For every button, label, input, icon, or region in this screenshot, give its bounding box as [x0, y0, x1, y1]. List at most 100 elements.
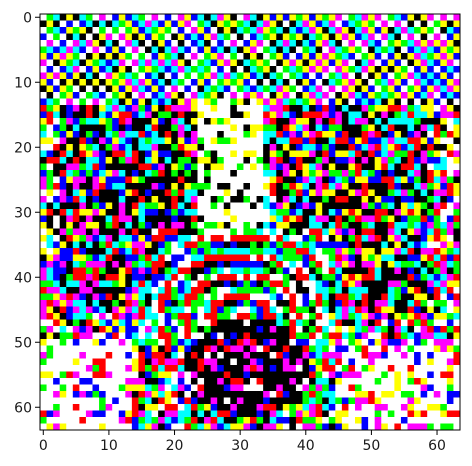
pixel-cell — [164, 235, 172, 242]
pixel-cell — [158, 352, 166, 359]
pixel-cell — [72, 27, 80, 34]
pixel-cell — [295, 410, 303, 418]
pixel-cell — [368, 209, 376, 216]
pixel-cell — [361, 267, 369, 275]
pixel-cell — [374, 92, 382, 99]
pixel-cell — [374, 20, 382, 28]
pixel-cell — [263, 46, 271, 54]
pixel-cell — [263, 14, 271, 21]
pixel-cell — [381, 196, 389, 203]
pixel-cell — [243, 319, 251, 327]
pixel-cell — [131, 124, 139, 132]
pixel-cell — [328, 79, 336, 86]
pixel-cell — [85, 339, 93, 346]
pixel-cell — [433, 261, 441, 268]
pixel-cell — [361, 417, 369, 424]
pixel-cell — [394, 254, 402, 262]
pixel-cell — [433, 280, 441, 288]
pixel-cell — [440, 209, 448, 216]
pixel-cell — [427, 404, 435, 411]
pixel-cell — [236, 365, 244, 372]
pixel-cell — [131, 397, 139, 405]
pixel-cell — [263, 274, 271, 281]
pixel-cell — [328, 378, 336, 385]
pixel-cell — [79, 326, 87, 333]
pixel-cell — [295, 14, 303, 21]
pixel-cell — [282, 33, 290, 41]
pixel-cell — [309, 150, 317, 158]
pixel-cell — [184, 397, 192, 405]
pixel-cell — [99, 371, 107, 379]
pixel-cell — [236, 345, 244, 353]
pixel-cell — [105, 352, 113, 359]
pixel-cell — [250, 53, 257, 60]
pixel-cell — [328, 313, 336, 320]
pixel-cell — [348, 397, 356, 405]
pixel-cell — [381, 163, 389, 171]
pixel-cell — [190, 391, 198, 398]
pixel-cell — [414, 423, 422, 431]
pixel-cell — [407, 319, 415, 327]
pixel-cell — [243, 183, 251, 190]
pixel-cell — [99, 306, 107, 314]
pixel-cell — [355, 248, 362, 255]
pixel-cell — [118, 20, 126, 28]
pixel-cell — [92, 53, 100, 60]
pixel-cell — [355, 235, 362, 242]
pixel-cell — [184, 215, 192, 223]
pixel-cell — [92, 391, 100, 398]
pixel-cell — [355, 98, 362, 106]
pixel-cell — [302, 66, 310, 73]
pixel-cell — [368, 137, 376, 145]
pixel-cell — [269, 85, 277, 93]
pixel-cell — [164, 46, 172, 54]
pixel-cell — [59, 170, 67, 177]
pixel-cell — [420, 378, 428, 385]
pixel-cell — [131, 345, 139, 353]
pixel-cell — [99, 378, 107, 385]
pixel-cell — [92, 124, 100, 132]
pixel-cell — [256, 417, 264, 424]
pixel-cell — [453, 150, 461, 158]
pixel-cell — [381, 404, 389, 411]
pixel-cell — [302, 274, 310, 281]
pixel-cell — [427, 326, 435, 333]
pixel-cell — [420, 144, 428, 151]
pixel-cell — [112, 267, 120, 275]
pixel-cell — [99, 267, 107, 275]
pixel-cell — [158, 222, 166, 229]
pixel-cell — [197, 313, 205, 320]
pixel-cell — [217, 144, 225, 151]
pixel-cell — [315, 404, 323, 411]
pixel-cell — [46, 319, 54, 327]
pixel-cell — [217, 46, 225, 54]
pixel-cell — [414, 72, 422, 80]
pixel-cell — [414, 183, 422, 190]
pixel-cell — [269, 287, 277, 294]
pixel-cell — [315, 319, 323, 327]
pixel-cell — [348, 248, 356, 255]
pixel-cell — [348, 313, 356, 320]
pixel-cell — [256, 124, 264, 132]
pixel-cell — [223, 163, 231, 171]
pixel-cell — [118, 202, 126, 210]
pixel-cell — [164, 371, 172, 379]
pixel-cell — [66, 345, 74, 353]
pixel-cell — [263, 404, 271, 411]
pixel-cell — [394, 241, 402, 249]
pixel-cell — [72, 378, 80, 385]
y-tick-label: 60 — [14, 400, 32, 416]
pixel-cell — [118, 85, 126, 93]
pixel-cell — [99, 111, 107, 119]
pixel-cell — [381, 319, 389, 327]
pixel-cell — [374, 111, 382, 119]
pixel-cell — [177, 176, 185, 184]
pixel-cell — [309, 417, 317, 424]
pixel-cell — [387, 98, 395, 106]
pixel-cell — [302, 215, 310, 223]
pixel-cell — [112, 300, 120, 307]
pixel-cell — [361, 371, 369, 379]
pixel-cell — [374, 235, 382, 242]
pixel-cell — [99, 326, 107, 333]
pixel-cell — [105, 319, 113, 327]
